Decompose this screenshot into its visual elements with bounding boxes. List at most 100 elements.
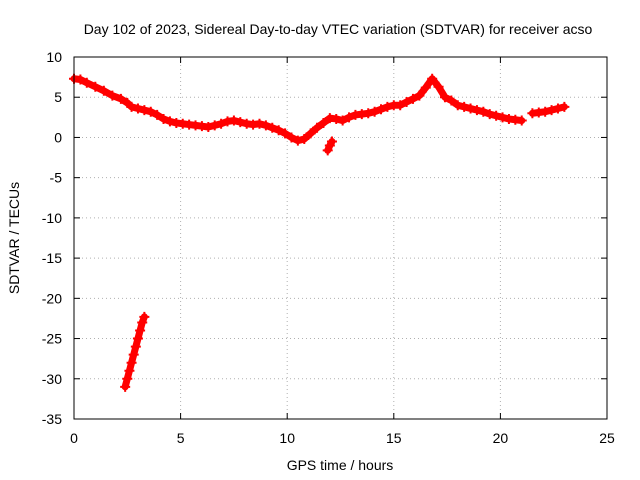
data-point [280, 128, 291, 139]
data-point [132, 103, 143, 114]
data-point [344, 112, 355, 123]
data-point [81, 77, 92, 88]
series-segment [120, 311, 150, 392]
y-tick-label: 0 [54, 129, 62, 145]
data-point [407, 93, 418, 104]
data-point [459, 101, 470, 112]
data-point [452, 100, 463, 111]
data-point [540, 106, 551, 117]
data-point [324, 140, 335, 151]
data-point [228, 115, 239, 126]
data-point [126, 357, 137, 368]
y-tick-label: -10 [42, 210, 62, 226]
x-tick-label: 20 [493, 430, 509, 446]
data-point [369, 106, 380, 117]
data-point [559, 101, 570, 112]
data-point [164, 116, 175, 127]
x-tick-label: 15 [386, 430, 402, 446]
data-point [318, 117, 329, 128]
x-tick-label: 0 [70, 430, 78, 446]
data-point [478, 106, 489, 117]
plot-frame [73, 56, 608, 420]
data-point [312, 122, 323, 133]
data-point [209, 120, 220, 131]
axis-ticks [73, 56, 608, 420]
data-point [90, 81, 101, 92]
series-band [121, 313, 148, 391]
data-point [128, 349, 139, 360]
data-point [331, 113, 342, 124]
data-point [497, 112, 508, 123]
chart-title: Day 102 of 2023, Sidereal Day-to-day VTE… [84, 21, 593, 37]
data-point [132, 333, 143, 344]
data-point [292, 135, 303, 146]
data-point [546, 105, 557, 116]
data-point [414, 90, 425, 101]
data-point [427, 73, 438, 84]
y-tick-label: -5 [50, 170, 63, 186]
data-point [75, 74, 86, 85]
series-segment [69, 73, 527, 146]
tick-labels: 0 5 10 15 20 25 10 5 0 -5 -10 -15 -20 -25 -30 -35 [42, 49, 615, 446]
data-point [299, 134, 310, 145]
data-point [107, 90, 118, 101]
y-axis-label: SDTVAR / TECUs [6, 182, 22, 294]
y-tick-label: -25 [42, 331, 62, 347]
data-point [484, 109, 495, 120]
data-point [137, 317, 148, 328]
x-tick-label: 5 [177, 430, 185, 446]
data-point [152, 109, 163, 120]
x-tick-label: 10 [279, 430, 295, 446]
data-point [158, 113, 169, 124]
data-point [401, 97, 412, 108]
data-point [122, 373, 133, 384]
data-point [135, 325, 146, 336]
series-segment [527, 101, 570, 119]
data-point [254, 118, 265, 129]
y-tick-label: -30 [42, 371, 62, 387]
data-point [376, 104, 387, 115]
x-tick-label: 25 [599, 430, 615, 446]
x-axis-label: GPS time / hours [287, 457, 394, 473]
data-point [273, 125, 284, 136]
data-point [260, 120, 271, 131]
y-tick-label: -35 [42, 411, 62, 427]
data-point [322, 145, 333, 156]
data-point [124, 365, 135, 376]
y-tick-label: -15 [42, 250, 62, 266]
y-tick-label: 5 [54, 89, 62, 105]
data-point [446, 95, 457, 106]
data-point [267, 122, 278, 133]
data-point [120, 381, 131, 392]
data-point [363, 108, 374, 119]
data-point [337, 115, 348, 126]
data-point [216, 118, 227, 129]
data-point [305, 128, 316, 139]
data-point [491, 110, 502, 121]
data-point [465, 103, 476, 114]
data-point [395, 100, 406, 111]
data-point [235, 117, 246, 128]
y-tick-label: -20 [42, 290, 62, 306]
data-point [139, 311, 150, 322]
series-segment [322, 136, 337, 156]
data-point [516, 115, 527, 126]
y-tick-label: 10 [46, 49, 62, 65]
data-point [126, 101, 137, 112]
data-point [439, 92, 450, 103]
data-point [420, 82, 431, 93]
data-point [382, 101, 393, 112]
data-layer [69, 73, 570, 392]
data-point [130, 341, 141, 352]
data-point [471, 105, 482, 116]
data-point [552, 103, 563, 114]
data-point [203, 121, 214, 132]
data-point [286, 132, 297, 143]
data-point [139, 105, 150, 116]
data-point [145, 106, 156, 117]
data-point [115, 93, 126, 104]
data-point [98, 85, 109, 96]
data-point [433, 81, 444, 92]
